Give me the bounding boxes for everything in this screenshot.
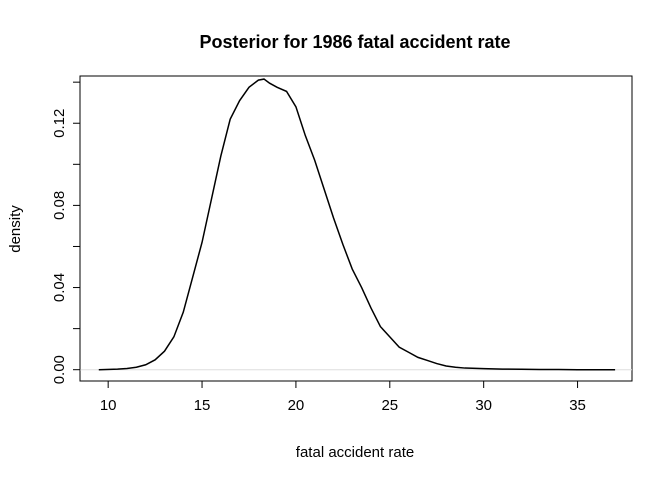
x-tick-label: 25 (381, 397, 398, 414)
y-tick-label: 0.08 (51, 191, 68, 220)
x-tick-label: 15 (194, 397, 211, 414)
y-axis: 0.00 0.04 0.08 0.12 (51, 81, 81, 384)
x-axis-label: fatal accident rate (296, 444, 414, 461)
y-tick-label: 0.04 (51, 273, 68, 302)
y-tick-label: 0.12 (51, 109, 68, 138)
plot-frame (79, 75, 633, 382)
x-tick-label: 10 (100, 397, 117, 414)
x-tick-label: 20 (288, 397, 305, 414)
density-curve-line (98, 78, 616, 371)
y-axis-label: density (7, 205, 24, 253)
chart-title: Posterior for 1986 fatal accident rate (199, 32, 510, 52)
x-axis: 10 15 20 25 30 35 (100, 380, 586, 414)
x-tick-label: 35 (569, 397, 586, 414)
x-tick-label: 30 (475, 397, 492, 414)
y-tick-label: 0.00 (51, 355, 68, 384)
